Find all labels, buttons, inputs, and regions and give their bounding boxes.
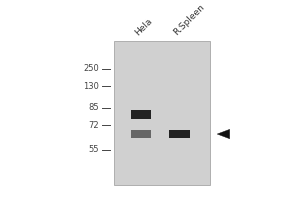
Text: Hela: Hela (133, 16, 154, 37)
Text: R.Spleen: R.Spleen (172, 2, 207, 37)
Text: 130: 130 (83, 82, 99, 91)
Bar (169, 130, 190, 138)
Bar (130, 110, 152, 119)
Text: 250: 250 (83, 64, 99, 73)
Polygon shape (217, 129, 230, 139)
Text: 85: 85 (88, 103, 99, 112)
Bar (130, 130, 152, 138)
Bar (114, 41, 210, 185)
Text: 55: 55 (89, 145, 99, 154)
Text: 72: 72 (88, 121, 99, 130)
